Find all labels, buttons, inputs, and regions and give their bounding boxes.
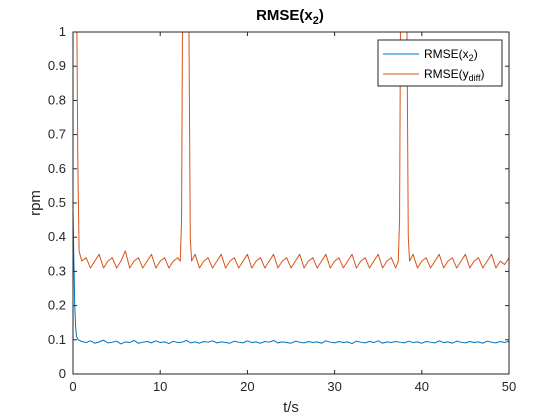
legend-entry-ydiff-main: RMSE(y <box>424 67 469 81</box>
chart-title-main: RMSE(x <box>256 7 313 24</box>
legend: RMSE(x2) RMSE(ydiff) <box>377 39 503 87</box>
x-tick-label: 10 <box>153 379 167 394</box>
legend-entry-x2: RMSE(x2) <box>424 47 478 63</box>
x-tick-label: 0 <box>69 379 76 394</box>
legend-entry-x2-close: ) <box>474 47 478 61</box>
series-group <box>73 32 509 345</box>
y-ticks: 0 0.1 0.2 0.3 0.4 0.5 0.6 0.7 0.8 0.9 1 <box>48 24 509 381</box>
y-tick-label: 0.4 <box>48 229 66 244</box>
y-tick-label: 0.1 <box>48 332 66 347</box>
chart-title-subscript: 2 <box>313 15 319 27</box>
series-line-rmse-x2 <box>73 209 509 345</box>
x-ticks: 0 10 20 30 40 50 <box>69 32 516 394</box>
legend-box <box>377 39 503 87</box>
x-tick-label: 40 <box>415 379 429 394</box>
legend-entry-x2-subscript: 2 <box>469 53 474 63</box>
plot-area: 0 10 20 30 40 50 0 0.1 0.2 0.3 0.4 0.5 0.6 0.7 0.8 0.9… <box>48 24 516 394</box>
legend-entry-ydiff-close: ) <box>481 67 485 81</box>
legend-entry-ydiff: RMSE(ydiff) <box>424 67 485 83</box>
legend-entry-ydiff-subscript: diff <box>469 73 481 83</box>
legend-entry-x2-main: RMSE(x <box>424 47 469 61</box>
chart-title: RMSE(x2) <box>256 7 324 27</box>
y-tick-label: 0 <box>59 366 66 381</box>
chart-title-close: ) <box>319 7 324 24</box>
x-tick-label: 30 <box>327 379 341 394</box>
y-axis-label: rpm <box>27 190 44 216</box>
y-tick-label: 0.7 <box>48 127 66 142</box>
x-tick-label: 20 <box>240 379 254 394</box>
y-tick-label: 0.9 <box>48 58 66 73</box>
y-tick-label: 1 <box>59 24 66 39</box>
x-tick-label: 50 <box>502 379 516 394</box>
y-tick-label: 0.2 <box>48 298 66 313</box>
x-axis-label: t/s <box>283 399 299 416</box>
y-tick-label: 0.3 <box>48 263 66 278</box>
y-tick-label: 0.8 <box>48 92 66 107</box>
series-line-rmse-ydiff <box>73 32 509 269</box>
y-tick-label: 0.5 <box>48 195 66 210</box>
y-tick-label: 0.6 <box>48 161 66 176</box>
